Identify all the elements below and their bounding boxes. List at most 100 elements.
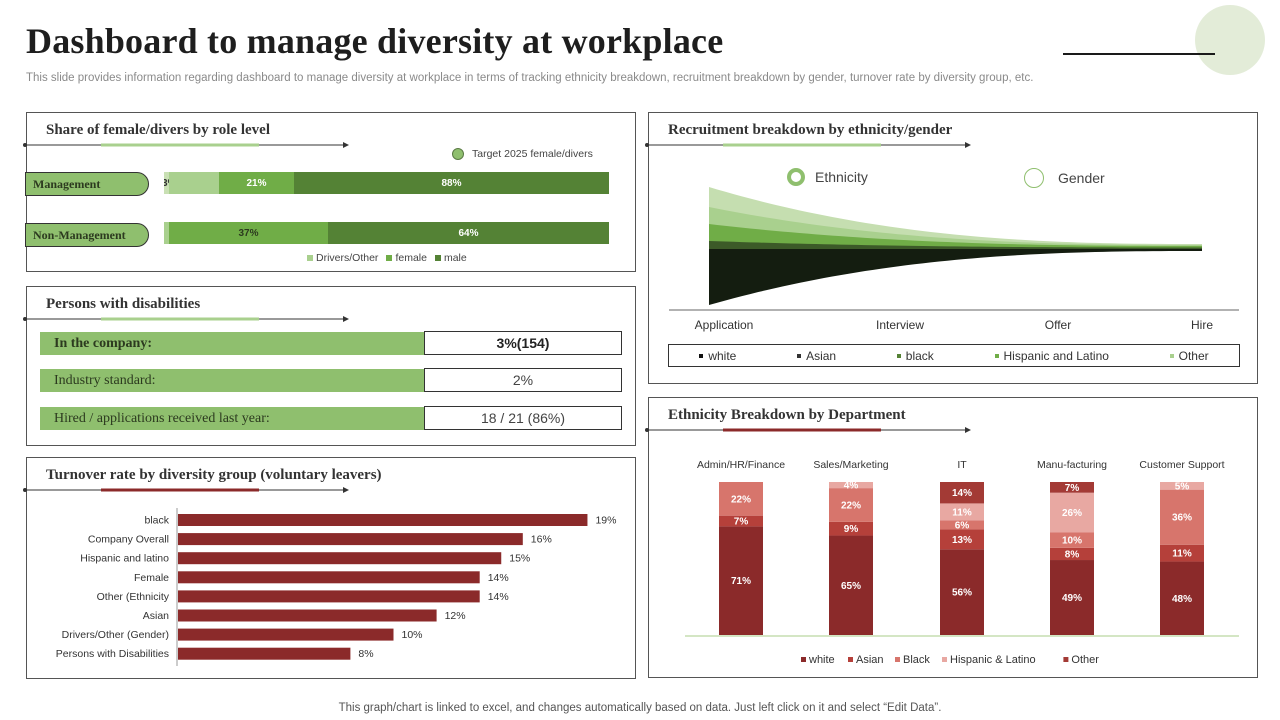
- turnover-bar: [178, 628, 394, 641]
- department-panel: Ethnicity Breakdown by Department Admin/…: [645, 397, 1258, 678]
- page-subtitle: This slide provides information regardin…: [26, 72, 1034, 84]
- recruitment-stage-label: Hire: [1191, 318, 1213, 332]
- legend-label: Hispanic and Latino: [1003, 348, 1109, 363]
- seg-management-male: 88%: [294, 172, 609, 194]
- disability-row-label: Industry standard:: [40, 369, 424, 392]
- recruitment-area-asian: [709, 241, 1202, 249]
- toggle-ethnicity-label: Ethnicity: [815, 169, 868, 185]
- toggle-gender-label: Gender: [1058, 170, 1105, 186]
- recruitment-legend-item: Asian: [797, 349, 836, 363]
- turnover-bar: [178, 590, 480, 603]
- turnover-category-label: Persons with Disabilities: [56, 648, 169, 660]
- turnover-category-label: Female: [134, 572, 169, 584]
- target-legend: Target 2025 female/divers: [452, 148, 593, 160]
- role-label-non-management: Non-Management: [25, 223, 149, 247]
- role-legend: Drivers/Other female male: [307, 252, 475, 264]
- department-chart: Admin/HR/Finance 71% 7% 22% Sales/Marketing 6…: [685, 459, 1239, 666]
- department-legend-label: Asian: [856, 654, 884, 666]
- department-segment-white: [719, 526, 763, 635]
- disability-row-label: Hired / applications received last year:: [40, 407, 424, 430]
- page-title: Dashboard to manage diversity at workpla…: [26, 21, 724, 61]
- legend-swatch: [386, 255, 393, 261]
- legend-swatch: [801, 657, 806, 662]
- bar-non-management: 37% 64%: [164, 222, 609, 244]
- department-segment-asian: [940, 529, 984, 550]
- legend-item: male: [434, 252, 467, 264]
- radio-selected-icon: [787, 168, 805, 186]
- department-legend-label: Other: [1071, 654, 1099, 666]
- turnover-bar: [178, 647, 351, 660]
- turnover-value-label: 19%: [595, 515, 616, 527]
- department-category-label: Manu-facturing: [1037, 459, 1107, 471]
- recruitment-area-white: [709, 249, 1202, 305]
- decorative-line: [1063, 53, 1215, 55]
- department-segment-asian: [719, 515, 763, 527]
- panel-arrow: [645, 142, 971, 148]
- panel-arrow: [645, 427, 971, 433]
- disability-row-value: 2%: [424, 368, 622, 392]
- department-category-label: Sales/Marketing: [813, 459, 888, 471]
- department-segment-hispanic-latino: [829, 482, 873, 489]
- department-value-label: 65%: [841, 581, 861, 592]
- legend-label: Other: [1178, 348, 1209, 363]
- toggle-gender[interactable]: Gender: [1024, 168, 1105, 188]
- department-category-label: Customer Support: [1139, 459, 1224, 471]
- department-category-label: Admin/HR/Finance: [697, 459, 785, 471]
- legend-item: Drivers/Other: [307, 252, 378, 264]
- department-value-label: 10%: [1062, 536, 1082, 547]
- department-value-label: 22%: [731, 494, 751, 505]
- department-segment-black: [1160, 489, 1204, 545]
- disability-row-value: 18 / 21 (86%): [424, 406, 622, 430]
- turnover-category-label: Drivers/Other (Gender): [62, 629, 169, 641]
- disabilities-title: Persons with disabilities: [46, 296, 201, 312]
- turnover-panel: Turnover rate by diversity group (volunt…: [23, 457, 636, 679]
- turnover-value-label: 8%: [358, 648, 373, 660]
- turnover-category-label: Company Overall: [88, 534, 169, 546]
- department-segment-asian: [829, 521, 873, 536]
- department-value-label: 9%: [844, 524, 859, 535]
- recruitment-area-black: [709, 224, 1202, 249]
- panel-arrow: [23, 316, 349, 322]
- panel-arrow: [23, 487, 349, 493]
- department-value-label: 14%: [952, 488, 972, 499]
- seg-management-other: 13%: [164, 172, 169, 194]
- turnover-title: Turnover rate by diversity group (volunt…: [46, 467, 382, 483]
- recruitment-legend-item: Hispanic and Latino: [994, 348, 1109, 363]
- disability-row-value: 3%(154): [424, 331, 622, 355]
- legend-swatch: [1169, 353, 1174, 358]
- role-level-panel: Share of female/divers by role level Tar…: [23, 112, 636, 272]
- legend-label: Asian: [806, 348, 837, 363]
- department-value-label: 36%: [1172, 513, 1192, 524]
- legend-swatch: [1063, 657, 1069, 662]
- legend-label: male: [443, 252, 467, 264]
- recruitment-chart: Application Interview Offer Hire: [669, 187, 1239, 332]
- recruitment-legend-item: black: [896, 348, 934, 363]
- seg-non-management-other: [164, 222, 169, 244]
- department-value-label: 71%: [731, 576, 751, 587]
- toggle-ethnicity[interactable]: Ethnicity: [787, 168, 868, 186]
- panel-arrow: [23, 142, 349, 148]
- legend-label: female: [395, 252, 427, 264]
- turnover-bar: [178, 514, 588, 526]
- turnover-category-label: Other (Ethnicity: [97, 591, 170, 603]
- turnover-value-label: 14%: [488, 572, 509, 584]
- department-legend-label: Black: [903, 654, 930, 666]
- department-segment-hispanic-latino: [1160, 482, 1204, 490]
- department-value-label: 8%: [1065, 549, 1080, 560]
- decorative-circle: [1195, 5, 1265, 75]
- legend-swatch: [797, 353, 802, 358]
- legend-label: black: [905, 348, 934, 363]
- recruitment-stage-label: Interview: [876, 318, 924, 332]
- turnover-value-label: 15%: [509, 553, 530, 565]
- turnover-value-label: 10%: [402, 629, 423, 641]
- department-category-label: IT: [957, 459, 967, 471]
- department-value-label: 56%: [952, 588, 972, 599]
- legend-label: Drivers/Other: [316, 252, 379, 264]
- turnover-bar: [178, 571, 480, 584]
- department-value-label: 11%: [952, 507, 972, 518]
- department-segment-other: [1050, 482, 1094, 493]
- department-segment-hispanic-latino: [1050, 492, 1094, 533]
- seg-non-management-male: 64%: [328, 222, 609, 244]
- legend-swatch: [994, 353, 999, 358]
- seg-management-female: 21%: [219, 172, 294, 194]
